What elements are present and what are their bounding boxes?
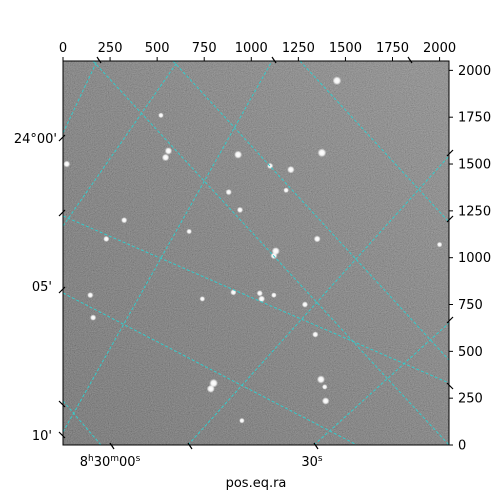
wcs-tick-7 xyxy=(58,209,66,217)
wcs-tick-11 xyxy=(446,149,454,157)
top-tick-label-8: 2000 xyxy=(423,41,456,56)
star-21 xyxy=(206,384,215,393)
wcs-tick-4 xyxy=(187,442,193,450)
star-4 xyxy=(161,153,170,162)
world-coordinate-ticks xyxy=(58,56,454,450)
star-2 xyxy=(234,150,243,159)
top-tick-label-0: 0 xyxy=(59,41,67,56)
top-tick-label-3: 750 xyxy=(192,41,217,56)
grid-line-6 xyxy=(92,61,449,445)
wcs-tick-3 xyxy=(109,442,115,450)
star-24 xyxy=(121,217,128,224)
dec-tick-label-3: 10' xyxy=(32,429,52,444)
grid-line-4 xyxy=(313,322,449,445)
pixel-axes-ticks: 0 250 500 750 1000 1250 1500 1750 2000 0 250 500 750… xyxy=(59,41,491,454)
star-33 xyxy=(436,241,443,248)
star-3 xyxy=(164,147,173,155)
star-29 xyxy=(283,187,289,194)
wcs-tick-2 xyxy=(407,56,413,64)
wcs-tick-1 xyxy=(271,56,277,64)
star-19 xyxy=(321,384,328,390)
wcs-tick-5 xyxy=(313,442,319,450)
star-28 xyxy=(239,417,245,424)
star-5 xyxy=(63,160,71,168)
star-0 xyxy=(332,76,342,86)
grid-line-1 xyxy=(63,61,179,227)
right-tick-label-8: 2000 xyxy=(458,64,491,79)
star-17 xyxy=(321,397,330,405)
star-6 xyxy=(225,189,232,196)
right-tick-label-1: 250 xyxy=(458,392,483,407)
wcs-tick-14 xyxy=(446,382,454,390)
wcs-tick-13 xyxy=(446,316,454,324)
star-32 xyxy=(158,112,164,119)
ra-tick-label-second: 30s xyxy=(301,454,323,470)
grid-line-7 xyxy=(63,292,358,445)
star-30 xyxy=(199,296,206,302)
star-15 xyxy=(301,301,309,308)
right-tick-label-4: 1000 xyxy=(458,251,491,266)
wcs-tick-9 xyxy=(58,431,66,439)
star-9 xyxy=(313,235,321,243)
wcs-tick-10 xyxy=(58,400,66,408)
right-tick-label-6: 1500 xyxy=(458,158,491,173)
wcs-tick-8 xyxy=(58,286,66,294)
star-8 xyxy=(287,165,295,174)
grid-line-9 xyxy=(299,61,449,223)
coordinate-grid xyxy=(63,61,449,445)
star-22 xyxy=(90,314,97,321)
star-25 xyxy=(87,292,94,299)
right-tick-label-7: 1750 xyxy=(458,111,491,126)
top-tick-label-4: 1000 xyxy=(235,41,268,56)
grid-line-0 xyxy=(63,61,273,433)
star-18 xyxy=(312,331,319,338)
top-tick-label-2: 500 xyxy=(145,41,170,56)
dec-tick-label-1: 24°00' xyxy=(14,132,57,147)
sky-image xyxy=(63,61,449,445)
star-12 xyxy=(256,290,263,297)
right-tick-label-2: 500 xyxy=(458,345,483,360)
star-7 xyxy=(236,206,244,214)
star-23 xyxy=(103,235,110,243)
right-tick-label-3: 750 xyxy=(458,298,483,313)
wcs-tick-6 xyxy=(58,134,66,142)
top-tick-label-7: 1750 xyxy=(376,41,409,56)
plot-frame xyxy=(62,60,450,446)
grid-line-2 xyxy=(63,61,98,134)
grid-line-5 xyxy=(63,215,449,384)
star-16 xyxy=(316,375,326,384)
star-31 xyxy=(271,292,277,298)
x-axis-label: pos.eq.ra xyxy=(226,476,287,491)
top-tick-label-1: 250 xyxy=(98,41,123,56)
ra-tick-label-first: 8h30m00s xyxy=(80,454,141,470)
right-tick-label-0: 0 xyxy=(458,439,466,454)
top-tick-label-5: 1250 xyxy=(282,41,315,56)
right-tick-label-5: 1250 xyxy=(458,204,491,219)
star-13 xyxy=(258,295,266,303)
top-tick-label-6: 1500 xyxy=(329,41,362,56)
wcs-tick-12 xyxy=(446,215,454,223)
star-1 xyxy=(317,148,327,158)
wcs-tick-0 xyxy=(96,56,102,64)
grid-line-10 xyxy=(172,61,449,361)
dec-tick-label-2: 05' xyxy=(32,280,52,295)
star-27 xyxy=(186,228,192,235)
